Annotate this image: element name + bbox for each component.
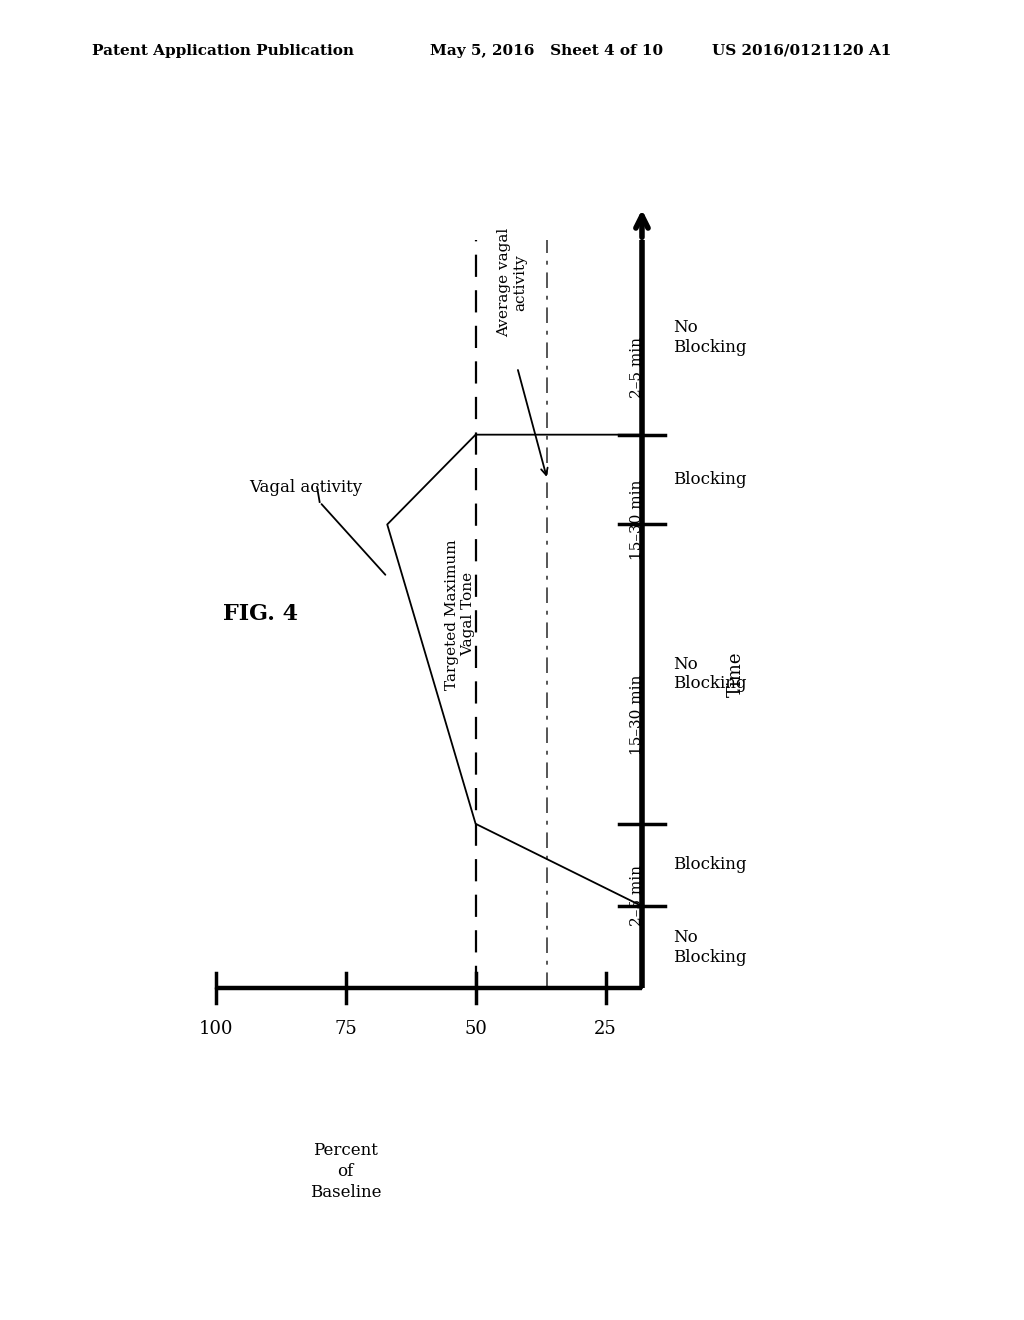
Text: Blocking: Blocking — [673, 857, 746, 874]
Text: 75: 75 — [334, 1020, 357, 1038]
Text: Blocking: Blocking — [673, 471, 746, 488]
Text: 2–5 min: 2–5 min — [630, 338, 644, 399]
Text: 50: 50 — [464, 1020, 487, 1038]
Text: FIG. 4: FIG. 4 — [223, 603, 298, 626]
Text: Targeted Maximum
Vagal Tone: Targeted Maximum Vagal Tone — [444, 539, 475, 689]
Text: Patent Application Publication: Patent Application Publication — [92, 44, 354, 58]
Text: May 5, 2016   Sheet 4 of 10: May 5, 2016 Sheet 4 of 10 — [430, 44, 664, 58]
Text: No
Blocking: No Blocking — [673, 929, 746, 966]
Text: 100: 100 — [199, 1020, 232, 1038]
Text: Average vagal
activity: Average vagal activity — [497, 228, 527, 338]
Text: Percent
of
Baseline: Percent of Baseline — [310, 1142, 381, 1201]
Text: 25: 25 — [594, 1020, 616, 1038]
Text: US 2016/0121120 A1: US 2016/0121120 A1 — [712, 44, 891, 58]
Text: Vagal activity: Vagal activity — [250, 479, 362, 495]
Text: 2–5 min: 2–5 min — [630, 865, 644, 925]
Text: Time: Time — [727, 651, 744, 697]
Text: No
Blocking: No Blocking — [673, 656, 746, 693]
Text: No
Blocking: No Blocking — [673, 319, 746, 355]
Text: 15–30 min: 15–30 min — [630, 479, 644, 560]
Text: 15–30 min: 15–30 min — [630, 675, 644, 755]
